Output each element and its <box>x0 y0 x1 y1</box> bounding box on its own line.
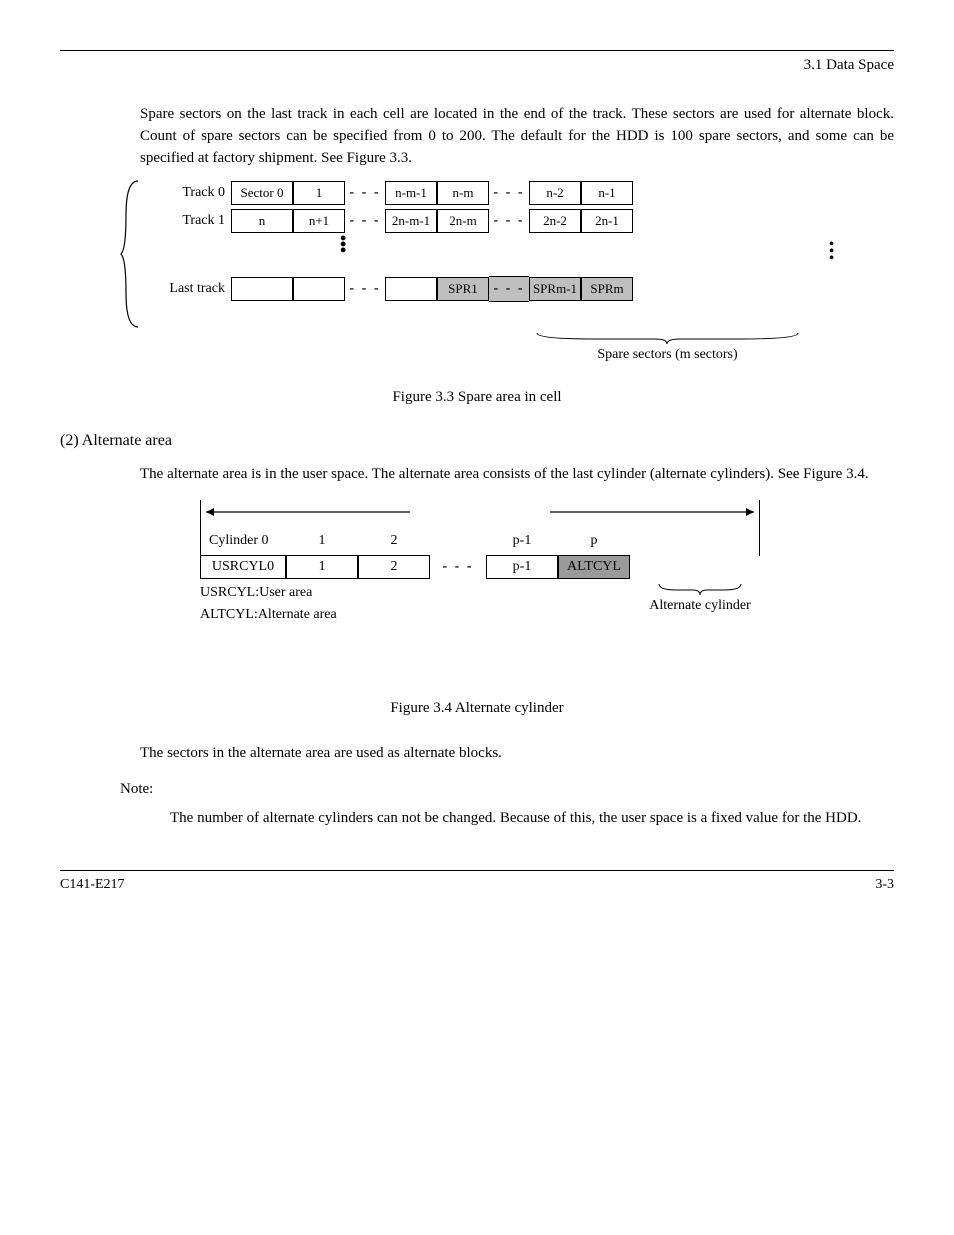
footer-left: C141-E217 <box>60 877 125 893</box>
cyl-cell: 2 <box>358 529 430 553</box>
header-section: 3.1 Data Space <box>60 57 894 74</box>
note-body: The number of alternate cylinders can no… <box>170 808 894 830</box>
cyl-cell: p <box>558 529 630 553</box>
ellipsis-icon: - - - <box>430 555 486 579</box>
cell: 2n-m <box>437 209 489 233</box>
cell: Sector 0 <box>231 181 293 205</box>
cell <box>293 277 345 301</box>
cyl-cell: p-1 <box>486 529 558 553</box>
cell: 2n-m-1 <box>385 209 437 233</box>
arrow-row <box>200 500 760 528</box>
cell-spare: SPRm-1 <box>529 277 581 301</box>
figure-3-3: Track 0 Sector 0 1 - - - n-m-1 n-m - - -… <box>140 179 830 303</box>
ellipsis-icon <box>430 529 486 553</box>
usr-cell: p-1 <box>486 555 558 579</box>
brace-icon <box>120 179 142 329</box>
paragraph-1: Spare sectors on the last track in each … <box>140 104 894 169</box>
track-row-0: Track 0 Sector 0 1 - - - n-m-1 n-m - - -… <box>140 179 830 207</box>
cell: n-2 <box>529 181 581 205</box>
alt-label: Alternate cylinder <box>640 598 760 614</box>
ellipsis-icon: - - - <box>489 276 529 302</box>
vertical-ellipsis: ••• ••• <box>140 235 830 275</box>
cell: n <box>231 209 293 233</box>
ellipsis-icon: - - - <box>489 213 529 229</box>
note-label: Note: <box>120 781 894 798</box>
usr-row: USRCYL0 1 2 - - - p-1 ALTCYL <box>200 554 760 580</box>
usr-cell: USRCYL0 <box>200 555 286 579</box>
cell: n-1 <box>581 181 633 205</box>
ellipsis-icon: - - - <box>345 281 385 297</box>
footer-right: 3-3 <box>875 877 894 893</box>
cell <box>231 277 293 301</box>
ellipsis-icon: - - - <box>345 185 385 201</box>
figure-3-4-caption: Figure 3.4 Alternate cylinder <box>60 700 894 717</box>
cell: 2n-2 <box>529 209 581 233</box>
figure-3-4: Cylinder 0 1 2 p-1 p USRCYL0 1 2 - - - p… <box>200 500 760 624</box>
altcyl-cell: ALTCYL <box>558 555 630 579</box>
cell-spare: SPRm <box>581 277 633 301</box>
cell-spare: SPR1 <box>437 277 489 301</box>
cell: 1 <box>293 181 345 205</box>
cylinder-row: Cylinder 0 1 2 p-1 p <box>200 528 760 554</box>
paragraph-2a: The alternate area is in the user space.… <box>140 464 894 486</box>
ellipsis-icon: - - - <box>489 185 529 201</box>
cell: n-m <box>437 181 489 205</box>
usr-cell: 1 <box>286 555 358 579</box>
cell <box>385 277 437 301</box>
track-row-1: Track 1 n n+1 - - - 2n-m-1 2n-m - - - 2n… <box>140 207 830 235</box>
track-row-last: Last track - - - SPR1 - - - SPRm-1 SPRm <box>140 275 830 303</box>
figure-3-3-caption: Figure 3.3 Spare area in cell <box>60 389 894 406</box>
cyl-cell: Cylinder 0 <box>200 529 286 553</box>
cell: n-m-1 <box>385 181 437 205</box>
paragraph-2b: The sectors in the alternate area are us… <box>140 743 894 765</box>
cyl-cell: 1 <box>286 529 358 553</box>
track-label: Track 0 <box>140 185 231 201</box>
cell: n+1 <box>293 209 345 233</box>
track-label: Track 1 <box>140 213 231 229</box>
spare-brace: Spare sectors (m sectors) <box>535 331 800 363</box>
alt-brace: Alternate cylinder <box>640 582 760 614</box>
usr-cell: 2 <box>358 555 430 579</box>
ellipsis-icon: - - - <box>345 213 385 229</box>
subheading-2: (2) Alternate area <box>60 432 894 450</box>
track-label: Last track <box>140 281 231 297</box>
cell: 2n-1 <box>581 209 633 233</box>
spare-label: Spare sectors (m sectors) <box>535 347 800 363</box>
